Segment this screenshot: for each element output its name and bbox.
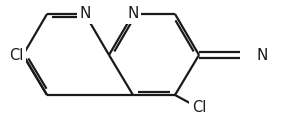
Text: N: N (79, 6, 91, 21)
Text: Cl: Cl (192, 101, 206, 115)
Text: N: N (256, 48, 267, 63)
Text: N: N (127, 6, 139, 21)
Text: Cl: Cl (9, 48, 23, 63)
